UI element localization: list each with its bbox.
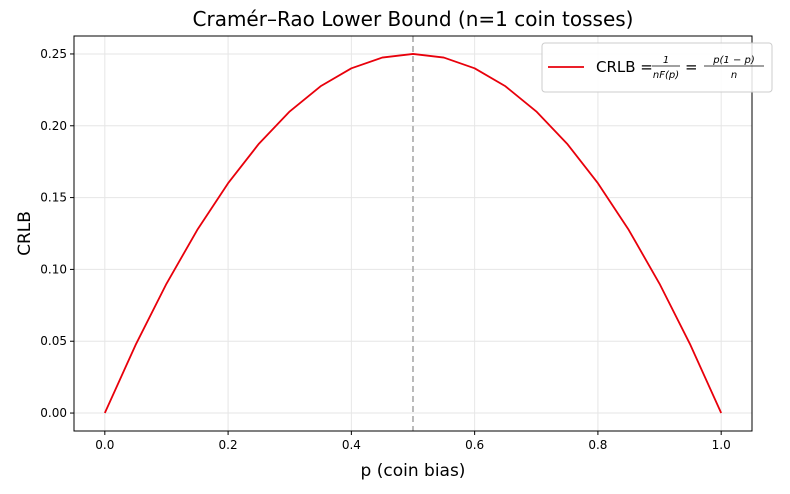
legend-frac1-denominator: nF(p) [653,70,679,81]
legend-frac2-denominator: n [731,70,737,81]
legend-box [541,42,773,93]
legend-frac2-numerator: p(1 − p) [712,55,755,66]
x-tick-label: 0.6 [465,438,484,452]
y-tick-label: 0.05 [40,334,67,348]
x-axis: 0.0 0.2 0.4 0.6 0.8 1.0 [95,431,731,452]
y-tick-label: 0.15 [40,191,67,205]
y-tick-label: 0.20 [40,119,67,133]
x-tick-label: 0.2 [219,438,238,452]
legend-frac1-numerator: 1 [663,55,669,66]
y-axis: 0.00 0.05 0.10 0.15 0.20 0.25 [40,47,74,420]
legend: CRLB = 1 nF(p) = p(1 − p) n [541,42,773,93]
x-tick-label: 0.8 [588,438,607,452]
legend-equals: = [685,58,698,76]
series-group [103,53,723,414]
x-axis-label: p (coin bias) [361,461,466,481]
legend-label-prefix: CRLB = [596,58,653,76]
x-tick-label: 0.0 [95,438,114,452]
x-tick-label: 1.0 [712,438,731,452]
series-line-crlb [103,53,723,414]
y-tick-label: 0.25 [40,47,67,61]
y-tick-label: 0.00 [40,406,67,420]
x-tick-label: 0.4 [342,438,361,452]
y-axis-label: CRLB [15,211,35,256]
chart-title: Cramér–Rao Lower Bound (n=1 coin tosses) [193,7,634,31]
y-tick-label: 0.10 [40,262,67,276]
plot-frame [73,35,753,432]
